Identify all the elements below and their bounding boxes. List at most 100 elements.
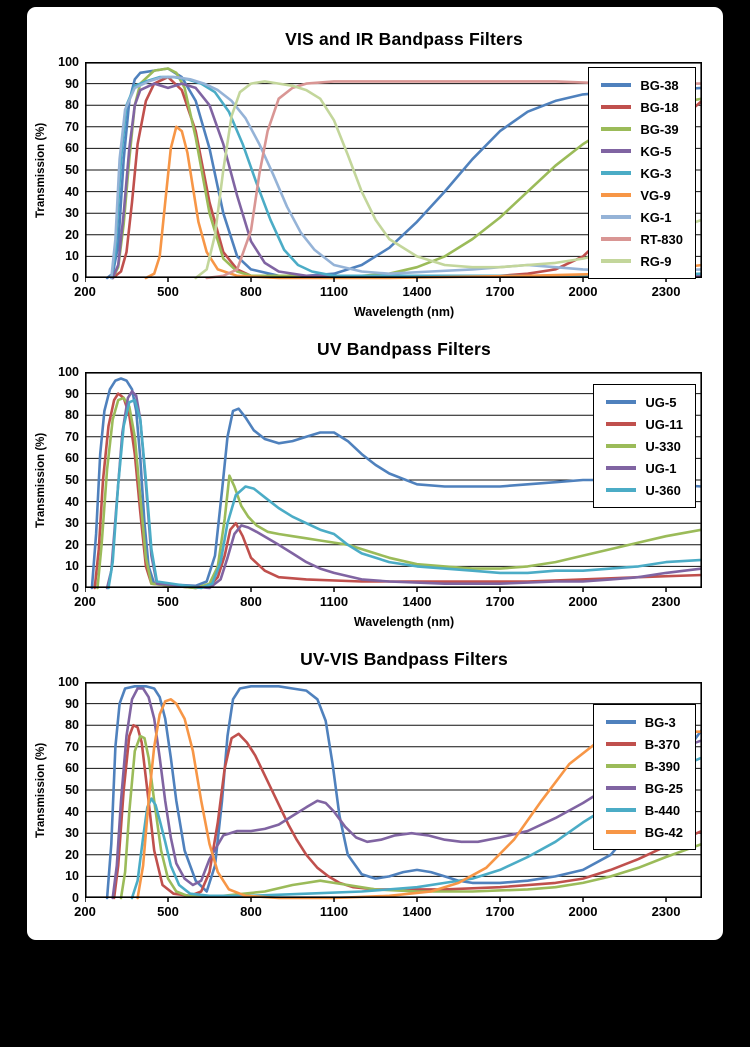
y-tick-label: 100 — [58, 365, 79, 379]
y-tick-label: 70 — [65, 119, 79, 134]
legend-item: U-360 — [606, 479, 683, 501]
legend-swatch — [601, 171, 632, 175]
legend-label: RT-830 — [640, 231, 683, 247]
y-tick-label: 10 — [65, 249, 79, 264]
legend-swatch — [606, 488, 637, 492]
y-tick-label: 60 — [65, 761, 79, 776]
y-tick-label: 60 — [65, 451, 79, 466]
plot-wrap: UG-5 UG-11 U-330 UG-1 U-360 200 500 800 1100 140… — [74, 372, 702, 609]
x-tick-label: 500 — [157, 904, 179, 919]
x-tick-label: 2000 — [568, 904, 598, 919]
x-tick-label: 1100 — [319, 904, 349, 919]
x-tick-label: 2300 — [651, 284, 681, 299]
x-tick-label: 1700 — [485, 594, 515, 609]
y-tick-label: 70 — [65, 429, 79, 444]
y-axis-title: Transmission (%) — [35, 122, 47, 218]
legend-item: B-440 — [605, 799, 683, 821]
legend-item: UG-1 — [606, 457, 683, 479]
legend-swatch — [605, 808, 636, 812]
legend-item: UG-11 — [606, 413, 683, 435]
y-tick-label: 40 — [65, 804, 79, 819]
y-tick-label: 40 — [65, 184, 79, 199]
y-tick-label: 10 — [65, 559, 79, 574]
y-tick-label: 100 — [58, 55, 79, 69]
plot-area — [85, 682, 702, 903]
plot-svg — [85, 62, 702, 282]
y-tick-label: 30 — [65, 206, 79, 221]
y-tick-label: 20 — [65, 537, 79, 552]
x-tick-label: 200 — [74, 594, 96, 609]
legend-label: UG-11 — [645, 416, 683, 432]
chart-body: Transmission (%) 0 10 20 30 40 50 60 70 80 90 100 … — [35, 55, 723, 299]
legend-swatch — [606, 444, 637, 448]
y-axis-tick-labels: 0 10 20 30 40 50 60 70 80 90 100 — [51, 675, 85, 905]
x-tick-label: 500 — [157, 284, 179, 299]
legend-label: B-370 — [644, 736, 681, 752]
legend-swatch — [606, 422, 637, 426]
legend-item: UG-5 — [606, 391, 683, 413]
x-tick-label: 1100 — [319, 284, 349, 299]
x-axis-tick-labels: 200 500 800 1100 1400 1700 2000 2300 — [74, 284, 702, 300]
legend-item: KG-1 — [601, 206, 683, 228]
y-tick-label: 20 — [65, 847, 79, 862]
y-tick-label: 80 — [65, 718, 79, 733]
legend-label: B-390 — [644, 758, 681, 774]
y-axis-title: Transmission (%) — [35, 742, 47, 838]
legend-label: BG-42 — [644, 824, 683, 840]
x-axis-title: Wavelength (nm) — [353, 615, 455, 629]
plot-wrap: BG-38 BG-18 BG-39 KG-5 KG-3 VG-9 KG-1 RT-830 RG-… — [74, 62, 702, 299]
legend-swatch — [606, 400, 637, 404]
legend-label: RG-9 — [640, 253, 672, 269]
legend-swatch — [605, 764, 636, 768]
legend-label: B-440 — [644, 802, 681, 818]
legend-item: U-330 — [606, 435, 683, 457]
y-tick-label: 80 — [65, 408, 79, 423]
chart-title: UV Bandpass Filters — [317, 339, 491, 359]
plot-area — [85, 62, 702, 283]
y-tick-label: 30 — [65, 516, 79, 531]
legend-box: UG-5 UG-11 U-330 UG-1 U-360 — [593, 384, 696, 508]
x-tick-label: 1400 — [402, 284, 432, 299]
legend-swatch — [601, 149, 632, 153]
x-tick-label: 1400 — [402, 904, 432, 919]
y-tick-label: 70 — [65, 739, 79, 754]
legend-swatch — [605, 786, 636, 790]
chart-uv-bandpass: UV Bandpass Filters Transmission (%) 0 10… — [27, 327, 723, 629]
legend-swatch — [605, 742, 636, 746]
x-tick-label: 1400 — [402, 594, 432, 609]
filter-charts-panel: VIS and IR Bandpass Filters Transmission… — [27, 7, 723, 940]
y-axis-title: Transmission (%) — [35, 432, 47, 528]
legend-box: BG-3 B-370 B-390 BG-25 B-440 BG-42 — [592, 704, 696, 850]
y-tick-label: 0 — [72, 891, 79, 905]
y-tick-label: 50 — [65, 473, 79, 487]
x-axis-title: Wavelength (nm) — [353, 305, 455, 319]
legend-item: VG-9 — [601, 184, 683, 206]
legend-box: BG-38 BG-18 BG-39 KG-5 KG-3 VG-9 KG-1 RT-830 RG-… — [588, 67, 696, 279]
legend-item: BG-39 — [601, 118, 683, 140]
legend-item: B-370 — [605, 733, 683, 755]
y-tick-label: 40 — [65, 494, 79, 509]
legend-swatch — [601, 259, 632, 263]
legend-item: BG-25 — [605, 777, 683, 799]
y-axis-tick-labels: 0 10 20 30 40 50 60 70 80 90 100 — [51, 365, 85, 595]
legend-item: BG-3 — [605, 711, 683, 733]
legend-item: RT-830 — [601, 228, 683, 250]
legend-swatch — [601, 83, 632, 87]
x-tick-label: 2300 — [651, 904, 681, 919]
legend-item: KG-5 — [601, 140, 683, 162]
y-tick-label: 20 — [65, 227, 79, 242]
legend-label: U-360 — [645, 482, 681, 498]
x-tick-label: 1700 — [485, 904, 515, 919]
plot-svg — [85, 682, 702, 902]
legend-label: BG-3 — [644, 714, 676, 730]
legend-item: BG-38 — [601, 74, 683, 96]
x-tick-label: 1100 — [319, 594, 349, 609]
x-tick-label: 200 — [74, 904, 96, 919]
legend-item: KG-3 — [601, 162, 683, 184]
x-axis-tick-labels: 200 500 800 1100 1400 1700 2000 2300 — [74, 594, 702, 610]
x-tick-label: 500 — [157, 594, 179, 609]
y-tick-label: 30 — [65, 826, 79, 841]
legend-item: BG-42 — [605, 821, 683, 843]
y-tick-label: 0 — [72, 271, 79, 285]
legend-swatch — [605, 720, 636, 724]
